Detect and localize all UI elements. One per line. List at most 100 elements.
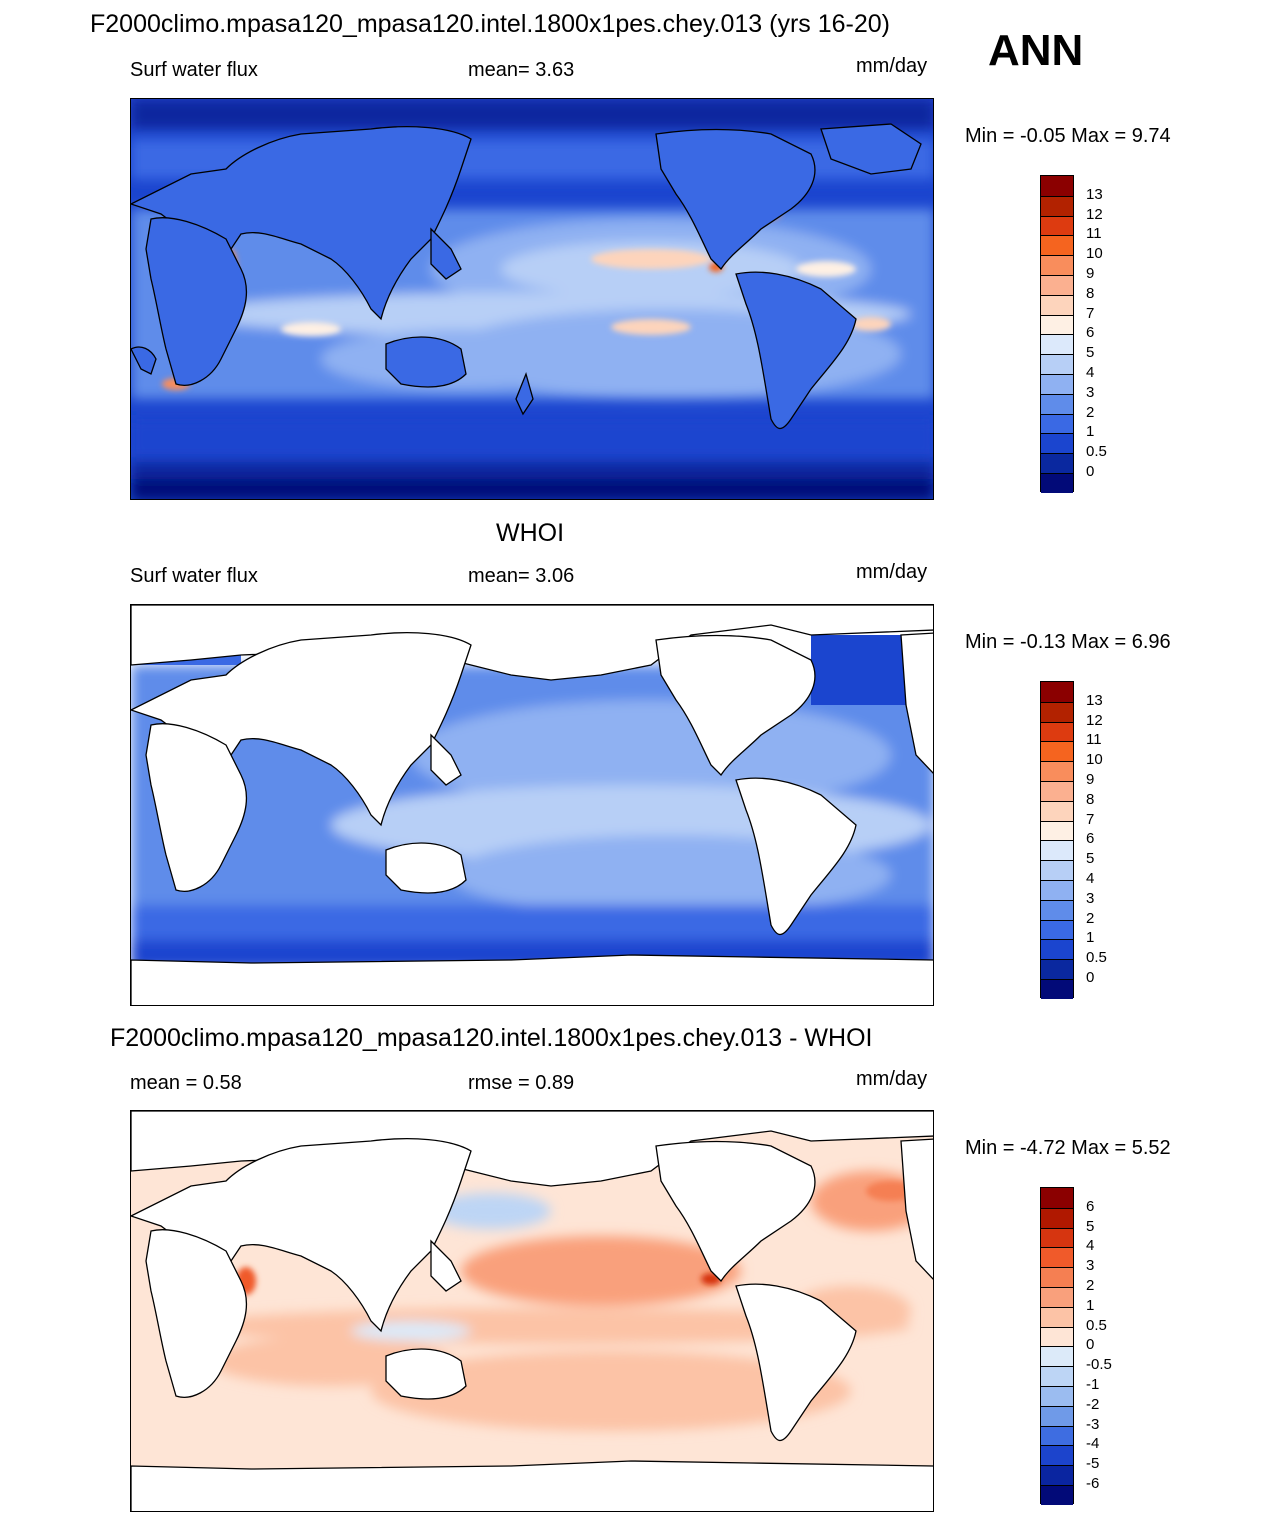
colorbar-swatch <box>1041 741 1073 762</box>
colorbar-swatch <box>1041 1445 1073 1466</box>
colorbar-swatch <box>1041 780 1073 801</box>
panel-obs-title: WHOI <box>496 519 565 547</box>
colorbar-swatch <box>1041 1207 1073 1228</box>
colorbar-swatch <box>1041 939 1073 960</box>
colorbar-tick-label: 0 <box>1086 969 1095 986</box>
colorbar-tick-label: 6 <box>1086 1197 1095 1215</box>
colorbar-tick-label: -6 <box>1086 1475 1100 1492</box>
colorbar-swatch <box>1041 354 1073 374</box>
map-diff-svg <box>131 1111 933 1511</box>
panel-obs-units: mm/day <box>856 561 928 583</box>
colorbar-swatch <box>1041 978 1073 999</box>
panel-diff-rmse: rmse = 0.89 <box>468 1072 575 1094</box>
colorbar-tick-label: 6 <box>1086 830 1095 848</box>
colorbar-tick-label: 3 <box>1086 1257 1095 1275</box>
colorbar-tick-label: 1 <box>1086 929 1095 947</box>
map-model <box>130 98 934 500</box>
colorbar-tick-label: 1 <box>1086 423 1095 441</box>
colorbar-swatch <box>1041 393 1073 414</box>
colorbar-swatch <box>1041 294 1073 315</box>
coastlines-diff <box>131 1111 933 1511</box>
colorbar-swatch <box>1041 879 1073 900</box>
panel-model-units: mm/day <box>856 55 928 77</box>
colorbar-tick-label: 8 <box>1086 284 1095 302</box>
colorbar-tick-label: 0.5 <box>1086 1316 1107 1334</box>
colorbar-tick-label: 0 <box>1086 463 1095 480</box>
colorbar-swatch <box>1041 1326 1073 1347</box>
colorbar-tick-label: 6 <box>1086 324 1095 342</box>
colorbar-swatch <box>1041 1366 1073 1386</box>
map-obs-svg <box>131 605 933 1005</box>
panel-diff-minmax: Min = -4.72 Max = 5.52 <box>965 1137 1171 1159</box>
colorbar-swatch <box>1041 721 1073 742</box>
colorbar-tick-label: 4 <box>1086 870 1095 887</box>
panel-model-minmax: Min = -0.05 Max = 9.74 <box>965 125 1171 147</box>
season-label: ANN <box>988 26 1084 75</box>
colorbar-obs <box>1040 681 1074 999</box>
colorbar-tick-label: 1 <box>1086 1296 1095 1314</box>
panel-model-left-label: Surf water flux <box>130 59 258 81</box>
colorbar-swatch <box>1041 682 1073 702</box>
colorbar-tick-label: 4 <box>1086 364 1095 381</box>
colorbar-swatch <box>1041 1247 1073 1268</box>
coastlines-obs <box>131 605 933 1005</box>
colorbar-swatch <box>1041 215 1073 236</box>
colorbar-swatch <box>1041 1286 1073 1307</box>
colorbar-swatch <box>1041 453 1073 473</box>
colorbar-swatch <box>1041 472 1073 493</box>
colorbar-swatch <box>1041 1484 1073 1505</box>
colorbar-model <box>1040 175 1074 493</box>
colorbar-swatch <box>1041 820 1073 841</box>
colorbar-tick-label: -5 <box>1086 1455 1100 1473</box>
panel-obs-mean: mean= 3.06 <box>468 565 575 587</box>
colorbar-swatch <box>1041 255 1073 275</box>
colorbar-tick-label: 2 <box>1086 403 1095 421</box>
colorbar-swatch <box>1041 176 1073 196</box>
colorbar-tick-label: 3 <box>1086 383 1095 401</box>
colorbar-tick-label: 12 <box>1086 205 1103 223</box>
colorbar-tick-label: 0.5 <box>1086 949 1107 967</box>
colorbar-tick-label: 9 <box>1086 771 1095 788</box>
colorbar-tick-label: 7 <box>1086 304 1095 322</box>
colorbar-swatch <box>1041 840 1073 861</box>
colorbar-swatch <box>1041 334 1073 355</box>
colorbar-tick-label: -2 <box>1086 1395 1100 1413</box>
colorbar-tick-label: 7 <box>1086 810 1095 828</box>
map-diff <box>130 1110 934 1512</box>
colorbar-tick-label: 10 <box>1086 751 1103 769</box>
colorbar-tick-label: 13 <box>1086 691 1103 709</box>
colorbar-tick-label: 8 <box>1086 790 1095 808</box>
colorbar-tick-label: 0.5 <box>1086 443 1107 461</box>
colorbar-diff <box>1040 1187 1074 1505</box>
colorbar-tick-label: 5 <box>1086 1217 1095 1235</box>
colorbar-tick-label: -3 <box>1086 1415 1100 1433</box>
colorbar-swatch <box>1041 860 1073 880</box>
panel-obs-minmax: Min = -0.13 Max = 6.96 <box>965 631 1171 653</box>
colorbar-tick-label: 13 <box>1086 185 1103 203</box>
colorbar-tick-label: 12 <box>1086 711 1103 729</box>
panel-obs-left-label: Surf water flux <box>130 565 258 587</box>
colorbar-tick-label: 3 <box>1086 889 1095 907</box>
colorbar-swatch <box>1041 1425 1073 1446</box>
colorbar-swatch <box>1041 314 1073 335</box>
panel-model-mean: mean= 3.63 <box>468 59 575 81</box>
colorbar-swatch <box>1041 1385 1073 1406</box>
coastlines <box>131 123 922 430</box>
colorbar-tick-label: 2 <box>1086 1277 1095 1294</box>
colorbar-swatch <box>1041 1306 1073 1327</box>
colorbar-swatch <box>1041 413 1073 434</box>
colorbar-tick-label: 2 <box>1086 909 1095 927</box>
case-title: F2000climo.mpasa120_mpasa120.intel.1800x… <box>90 10 891 38</box>
colorbar-swatch <box>1041 761 1073 781</box>
map-obs <box>130 604 934 1006</box>
colorbar-tick-label: 5 <box>1086 850 1095 868</box>
colorbar-tick-label: -1 <box>1086 1376 1100 1393</box>
colorbar-swatch <box>1041 919 1073 940</box>
panel-diff-units: mm/day <box>856 1068 928 1090</box>
panel-diff-title: F2000climo.mpasa120_mpasa120.intel.1800x… <box>110 1024 873 1052</box>
colorbar-swatch <box>1041 1346 1073 1367</box>
colorbar-swatch <box>1041 1405 1073 1426</box>
colorbar-swatch <box>1041 1267 1073 1287</box>
colorbar-swatch <box>1041 1465 1073 1485</box>
colorbar-swatch <box>1041 800 1073 821</box>
